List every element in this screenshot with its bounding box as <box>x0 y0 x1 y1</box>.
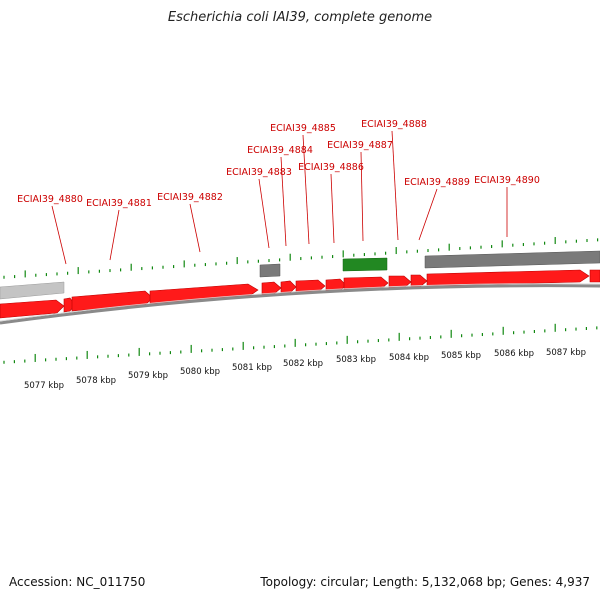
gene-arrow[interactable] <box>295 279 326 294</box>
light-feature-left <box>0 281 65 300</box>
gene-label[interactable]: ECIAI39_4888 <box>361 119 427 130</box>
kbp-label: 5084 kbp <box>389 353 429 363</box>
kbp-labels: 5077 kbp 5078 kbp 5079 kbp 5080 kbp 5081 kbp… <box>24 348 586 391</box>
gene-label[interactable]: ECIAI39_4887 <box>327 140 393 151</box>
label-leader-line <box>51 205 67 265</box>
kbp-label: 5087 kbp <box>546 348 586 358</box>
gene-arrow[interactable] <box>261 281 282 296</box>
genome-backbone <box>0 284 600 325</box>
label-leader-line <box>302 134 310 245</box>
gene-label[interactable]: ECIAI39_4881 <box>86 198 152 209</box>
kbp-label: 5079 kbp <box>128 371 168 381</box>
label-leader-line <box>258 178 270 249</box>
gene-label[interactable]: ECIAI39_4885 <box>270 123 336 134</box>
kbp-label: 5077 kbp <box>24 381 64 391</box>
gene-label[interactable]: ECIAI39_4882 <box>157 192 223 203</box>
accession-label: Accession: NC_011750 <box>9 575 146 589</box>
gene-label[interactable]: ECIAI39_4890 <box>474 175 540 186</box>
inner-tick-ring <box>3 323 598 364</box>
gene-labels: ECIAI39_4880 ECIAI39_4881 ECIAI39_4882 ECIA… <box>17 119 540 209</box>
gene-arrow[interactable] <box>410 274 428 288</box>
gene-arrow[interactable] <box>149 283 259 305</box>
gene-label[interactable]: ECIAI39_4886 <box>298 162 364 173</box>
label-leaders <box>51 130 508 265</box>
gene-label[interactable]: ECIAI39_4884 <box>247 145 313 156</box>
gene-arrow[interactable] <box>343 276 389 291</box>
gene-arrow[interactable] <box>426 269 590 287</box>
label-leader-line <box>330 173 335 244</box>
kbp-label: 5081 kbp <box>232 363 272 373</box>
kbp-label: 5082 kbp <box>283 359 323 369</box>
gene-label[interactable]: ECIAI39_4889 <box>404 177 470 188</box>
genome-backbone-highlight <box>0 283 600 322</box>
gene-label[interactable]: ECIAI39_4883 <box>226 167 292 178</box>
kbp-label: 5080 kbp <box>180 367 220 377</box>
gene-arrow[interactable] <box>589 269 600 283</box>
kbp-label: 5083 kbp <box>336 355 376 365</box>
grey-feature-small <box>259 263 281 278</box>
rna-feature <box>342 257 388 272</box>
kbp-label: 5078 kbp <box>76 376 116 386</box>
label-leader-line <box>418 188 438 241</box>
label-leader-line <box>109 209 120 261</box>
grey-feature-long <box>424 250 600 269</box>
gene-arrow[interactable] <box>388 275 412 289</box>
label-leader-line <box>280 156 287 247</box>
kbp-label: 5086 kbp <box>494 349 534 359</box>
label-leader-line <box>189 203 201 253</box>
label-leader-line <box>360 151 364 242</box>
gene-label[interactable]: ECIAI39_4880 <box>17 194 83 205</box>
genome-stats: Topology: circular; Length: 5,132,068 bp… <box>260 575 590 589</box>
genome-title: Escherichia coli IAI39, complete genome <box>167 10 433 25</box>
gene-arrow[interactable] <box>280 280 297 295</box>
label-leader-line <box>391 130 399 241</box>
gene-arrow[interactable] <box>0 299 65 319</box>
outer-tick-ring <box>3 237 599 279</box>
kbp-label: 5085 kbp <box>441 351 481 361</box>
